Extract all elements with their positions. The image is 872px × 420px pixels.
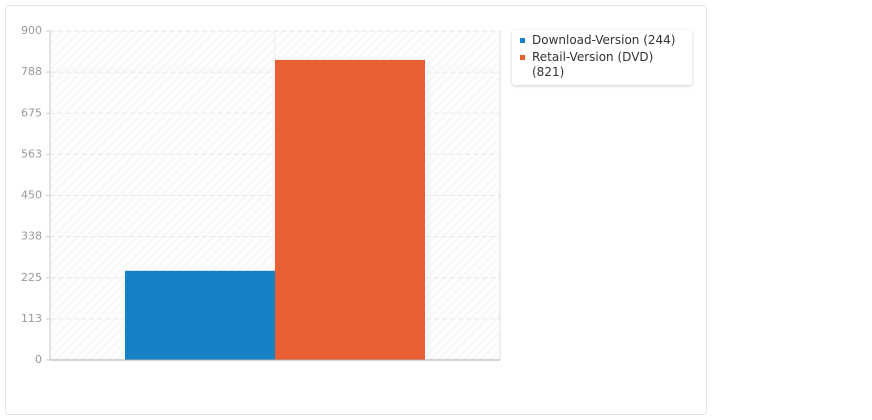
legend-item[interactable]: Retail-Version (DVD) (821) xyxy=(512,49,692,81)
legend-label: Retail-Version (DVD) (821) xyxy=(532,50,654,79)
y-tick-label: 563 xyxy=(21,147,42,160)
legend: Download-Version (244) Retail-Version (DV… xyxy=(512,30,692,85)
bar xyxy=(275,59,425,361)
chart-panel xyxy=(5,5,707,415)
y-tick-label: 0 xyxy=(35,353,42,366)
y-tick-label: 450 xyxy=(21,189,42,202)
y-tick-label: 225 xyxy=(21,271,42,284)
legend-swatch xyxy=(520,38,525,43)
y-tick-label: 675 xyxy=(21,106,42,119)
bar xyxy=(125,270,275,360)
legend-swatch xyxy=(520,55,525,60)
legend-label: Download-Version (244) xyxy=(532,33,676,47)
y-tick-label: 900 xyxy=(21,24,42,37)
legend-item[interactable]: Download-Version (244) xyxy=(512,32,692,49)
y-tick-label: 788 xyxy=(21,65,42,78)
y-tick-label: 113 xyxy=(21,312,42,325)
y-tick-label: 338 xyxy=(21,230,42,243)
